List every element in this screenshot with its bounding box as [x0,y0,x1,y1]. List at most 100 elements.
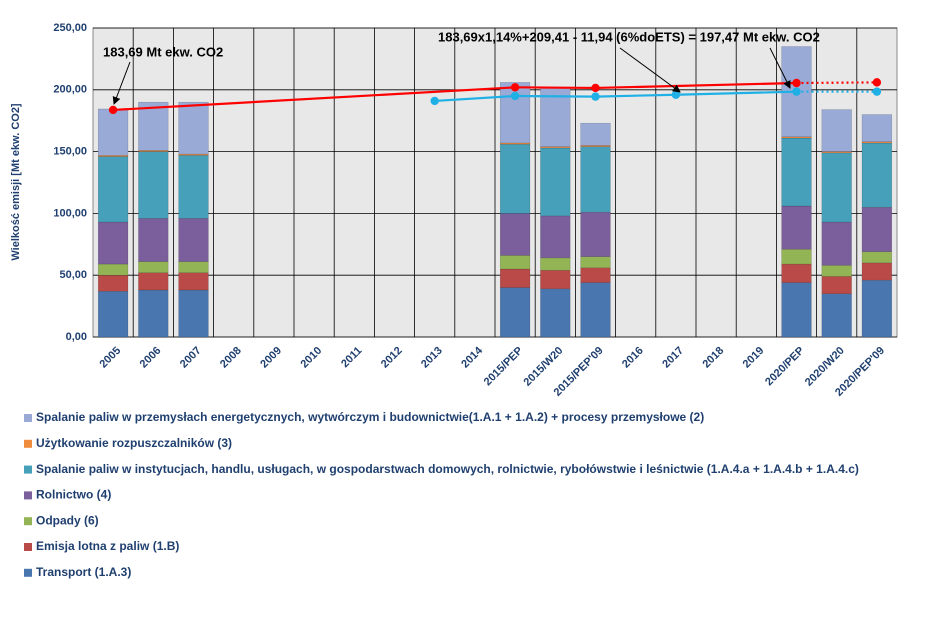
x-tick-label: 2019 [741,345,767,371]
bar-segment [781,205,812,250]
bar-segment [138,101,169,151]
y-tick-label: 0,00 [66,331,87,343]
trend-segment [515,94,596,98]
bar-segment [861,141,893,144]
trend-point [430,96,439,106]
bar-segment [580,211,611,257]
x-tick-label: 2010 [298,345,324,371]
trend-point [792,87,801,96]
legend-swatch [24,439,32,448]
bar-segment [781,282,812,338]
bar-segment [580,282,611,338]
bar-segment [499,287,531,338]
x-tick-label: 2011 [339,345,364,370]
bar-segment [178,218,209,262]
legend-label: Użytkowanie rozpuszczalników (3) [36,436,232,450]
bar-segment [178,261,209,273]
trend-segment [434,94,516,103]
legend-swatch [24,465,32,474]
bar-segment [178,155,209,219]
x-tick-label: 2013 [419,345,445,371]
x-tick-label: 2007 [178,345,204,371]
bar-segment [821,265,852,277]
trend-point [510,83,520,92]
trend-point [591,92,600,101]
bar-segment [97,156,129,223]
x-tick-label: 2006 [138,345,164,371]
bar-segment [138,261,169,273]
bar-segment [861,251,893,264]
bar-segment [499,143,531,214]
x-tick-label: 2009 [258,345,284,371]
legend-label: Odpady (6) [36,513,99,527]
bar-segment [861,114,893,142]
bar-segment [138,218,169,262]
trend-point [591,83,600,93]
x-tick-label: 2008 [218,345,244,371]
bar-segment [580,122,611,146]
bar-segment [499,255,531,270]
bar-segment [138,272,169,291]
bar-segment [138,289,169,338]
bar-segment [821,293,852,338]
annotation-arrow [769,47,791,89]
bar-segment [138,151,169,219]
trend-segment [595,81,797,90]
bar-segment [821,109,852,152]
bar-segment [781,263,812,283]
legend-label: Rolnictwo (4) [36,488,111,502]
legend-label: Emisja lotna z paliw (1.B) [36,539,179,553]
bar-segment [821,151,852,154]
bar-segment [178,272,209,291]
trend-point [872,78,882,87]
y-tick-label: 100,00 [53,207,87,219]
bar-segment [781,137,812,207]
bar-segment [499,268,531,288]
bar-segment [861,142,893,208]
annotation: 183,69 Mt ekw. CO2 [103,44,223,59]
bar-segment [540,288,571,338]
bar-segment [580,256,611,269]
bar-segment [540,215,571,259]
bar-segment [178,101,209,155]
legend-swatch [24,517,32,526]
trend-segment [515,86,596,90]
trend-point [108,105,118,115]
y-tick-label: 250,00 [53,22,87,34]
y-axis-label: Wielkość emisji [Mt ekw. CO2] [10,103,22,261]
x-tick-label: 2018 [700,345,726,371]
bar-segment [861,262,893,281]
bar-segment [821,221,852,266]
annotation-arrow [112,61,131,105]
bar-segment [97,291,129,338]
x-tick-label: 2014 [459,344,485,370]
x-tick-label: 2020/PEP [763,345,807,389]
bar-segment [580,146,611,213]
x-tick-label: 2015/PEP [482,345,526,389]
bar-segment [821,152,852,223]
legend-swatch [24,491,32,500]
trend-segment [675,90,797,96]
y-tick-label: 200,00 [53,84,87,96]
legend-swatch [24,543,32,551]
bar-segment [178,289,209,338]
legend-swatch [24,568,32,577]
annotation-arrow [619,47,681,93]
legend-swatch [24,414,32,422]
y-tick-label: 50,00 [59,269,87,281]
legend-label: Spalanie paliw w instytucjach, handlu, u… [36,462,859,476]
x-tick-label: 2005 [97,345,123,371]
x-tick-label: 2012 [379,345,405,371]
x-tick-label: 2017 [660,345,686,371]
trend-point [510,91,520,101]
y-tick-label: 150,00 [53,146,87,158]
bar-segment [97,263,129,276]
legend-label: Spalanie paliw w przemysłach energetyczn… [36,410,704,424]
trend-segment [113,86,516,112]
bar-segment [540,257,571,271]
x-tick-label: 2016 [620,345,646,371]
bar-segment [540,270,571,290]
legend-label: Transport (1.A.3) [36,565,131,579]
annotation: 183,69x1,14%+209,41 - 11,94 (6%doETS) = … [438,29,820,44]
